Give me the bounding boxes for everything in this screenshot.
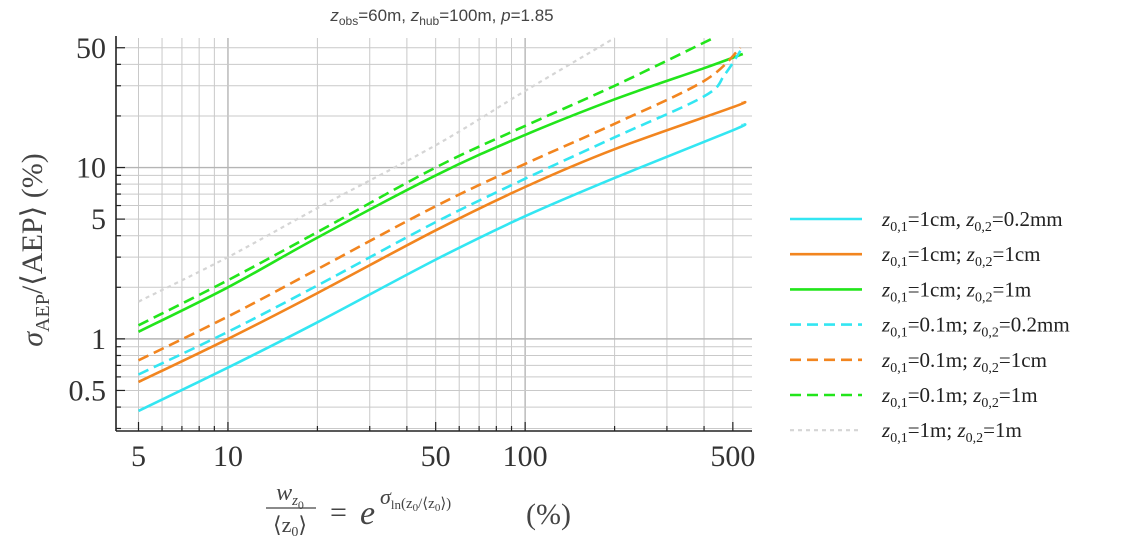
y-tick-label: 50: [76, 32, 106, 65]
y-tick-label: 10: [76, 152, 106, 185]
legend-item-5: z0,1=0.1m; z0,2=1cm: [790, 348, 1047, 376]
axes: [115, 36, 752, 432]
y-label-sub: AEP: [32, 294, 54, 332]
x-tick-label: 500: [710, 440, 755, 473]
x-axis-label: wz0 ⟨z0⟩ = e σln(z0/⟨z0⟩) (%): [266, 480, 571, 540]
x-label-exp-sigma: σ: [380, 484, 392, 509]
y-tick-label: 1: [91, 323, 106, 356]
svg-text:wz0: wz0: [276, 480, 304, 512]
y-tick-label: 5: [91, 203, 106, 236]
legend-label: z0,1=1cm; z0,2=1m: [881, 277, 1031, 305]
series-line-1: [137, 123, 747, 413]
svg-text:σAEP/⟨AEP⟩ (%): σAEP/⟨AEP⟩ (%): [16, 153, 54, 346]
legend-item-1: z0,1=1cm, z0,2=0.2mm: [790, 207, 1063, 235]
legend-item-3: z0,1=1cm; z0,2=1m: [790, 277, 1031, 305]
legend-item-7: z0,1=1m; z0,2=1m: [790, 418, 1022, 446]
x-label-pct: (%): [526, 498, 571, 531]
legend-item-2: z0,1=1cm; z0,2=1cm: [790, 242, 1040, 270]
x-label-num-sub: z: [291, 493, 298, 509]
x-label-exp-arg: (z: [401, 496, 413, 512]
x-label-den-close: ⟩: [298, 512, 307, 537]
y-tick-label: 0.5: [69, 374, 107, 407]
legend-item-4: z0,1=0.1m; z0,2=0.2mm: [790, 313, 1070, 341]
tick-labels: 5 10 50 100 500 0.5 1 5 10 50: [69, 32, 756, 473]
y-label-rest: /⟨AEP⟩ (%): [16, 153, 49, 294]
legend-label: z0,1=1m; z0,2=1m: [881, 418, 1022, 446]
legend-label: z0,1=0.1m; z0,2=1m: [881, 383, 1038, 411]
legend-label: z0,1=0.1m; z0,2=0.2mm: [881, 313, 1070, 341]
x-label-exp-arg-close: ⟩): [440, 496, 451, 512]
legend-label: z0,1=0.1m; z0,2=1cm: [881, 348, 1047, 376]
x-label-den: ⟨z: [273, 512, 292, 537]
x-label-e: e: [360, 495, 375, 532]
svg-text:σln(z0/⟨z0⟩): σln(z0/⟨z0⟩): [380, 484, 451, 514]
svg-text:⟨z0⟩: ⟨z0⟩: [273, 512, 307, 540]
x-label-exp-arg-mid: /⟨z: [418, 496, 435, 512]
x-label-eq: =: [330, 496, 347, 529]
series-line-4: [137, 50, 742, 376]
x-label-num-w: w: [276, 480, 292, 506]
x-label-exp-sub: ln: [391, 497, 402, 512]
x-label-exp-arg-sub: 0: [413, 502, 419, 514]
x-tick-label: 5: [131, 440, 146, 473]
series-line-3: [137, 52, 744, 333]
x-tick-label: 100: [503, 440, 548, 473]
legend-label: z0,1=1cm, z0,2=0.2mm: [881, 207, 1063, 235]
series-line-7: [138, 37, 616, 303]
series-line-5: [137, 46, 742, 362]
series-line-6: [137, 36, 714, 327]
y-label-sigma: σ: [16, 331, 49, 347]
legend: z0,1=1cm, z0,2=0.2mm z0,1=1cm; z0,2=1cm z0…: [790, 207, 1070, 446]
x-label-exp-arg-sub2: 0: [435, 502, 441, 514]
x-tick-label: 50: [421, 440, 451, 473]
series-lines: [137, 36, 747, 413]
chart-title: zobs=60m, zhub=100m, p=1.85: [329, 6, 553, 28]
legend-item-6: z0,1=0.1m; z0,2=1m: [790, 383, 1038, 411]
legend-label: z0,1=1cm; z0,2=1cm: [881, 242, 1040, 270]
y-axis-label: σAEP/⟨AEP⟩ (%): [16, 153, 54, 346]
grid: [116, 38, 752, 431]
series-line-2: [137, 100, 747, 384]
x-label-num-sub2: 0: [298, 498, 304, 512]
x-label-den-sub: 0: [291, 525, 298, 540]
x-tick-label: 10: [213, 440, 243, 473]
